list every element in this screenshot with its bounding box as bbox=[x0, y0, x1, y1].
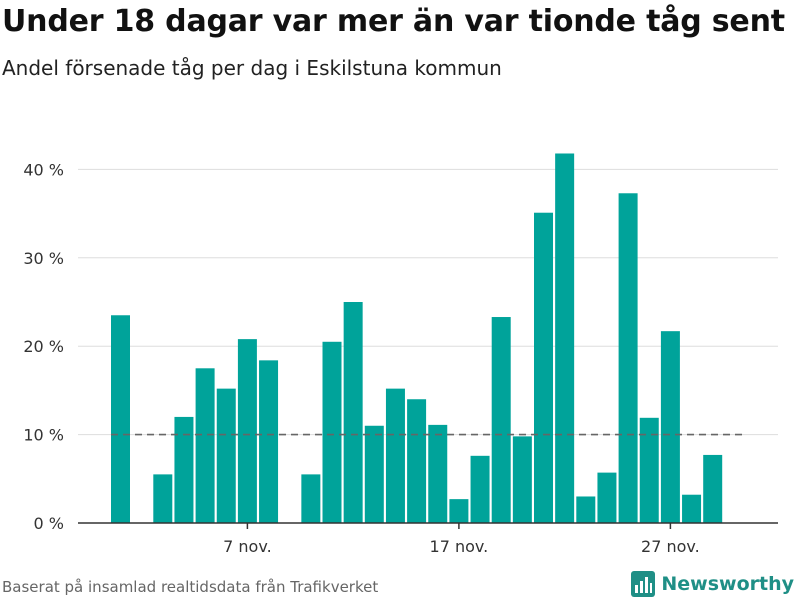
bar bbox=[470, 455, 490, 523]
bar bbox=[195, 368, 215, 523]
bar bbox=[534, 212, 553, 523]
bar bbox=[512, 436, 532, 523]
x-tick-label: 27 nov. bbox=[641, 537, 700, 556]
brand-name: Newsworthy bbox=[661, 573, 794, 595]
bar bbox=[301, 474, 321, 523]
bar bbox=[385, 388, 405, 523]
bar bbox=[322, 341, 342, 523]
bar bbox=[682, 494, 702, 523]
y-tick-label: 20 % bbox=[23, 337, 64, 356]
chart-subtitle: Andel försenade tåg per dag i Eskilstuna… bbox=[2, 56, 502, 80]
newsworthy-logo-icon bbox=[631, 571, 656, 597]
y-tick-label: 40 % bbox=[23, 160, 64, 179]
bar bbox=[174, 416, 194, 523]
bar bbox=[703, 454, 723, 523]
bar bbox=[364, 425, 384, 523]
y-tick-label: 30 % bbox=[23, 249, 64, 268]
bar bbox=[660, 331, 680, 523]
y-tick-label: 10 % bbox=[23, 426, 64, 445]
bar bbox=[216, 388, 236, 523]
bar bbox=[555, 153, 575, 523]
bar bbox=[237, 339, 257, 523]
bar bbox=[153, 474, 173, 523]
bar bbox=[428, 424, 448, 523]
source-note: Baserat på insamlad realtidsdata från Tr… bbox=[2, 578, 379, 596]
x-tick-label: 7 nov. bbox=[223, 537, 272, 556]
brand: Newsworthy bbox=[631, 570, 794, 598]
bar bbox=[407, 399, 427, 523]
x-tick-label: 17 nov. bbox=[430, 537, 489, 556]
bar bbox=[491, 317, 511, 523]
bar bbox=[639, 417, 659, 523]
bar bbox=[597, 472, 617, 523]
bar bbox=[259, 360, 279, 523]
bar bbox=[618, 193, 638, 523]
bar bbox=[449, 499, 469, 523]
bar bbox=[576, 496, 596, 523]
bar bbox=[111, 315, 130, 523]
bar bbox=[343, 302, 363, 523]
chart-title: Under 18 dagar var mer än var tionde tåg… bbox=[2, 4, 785, 39]
y-tick-label: 0 % bbox=[34, 514, 64, 533]
